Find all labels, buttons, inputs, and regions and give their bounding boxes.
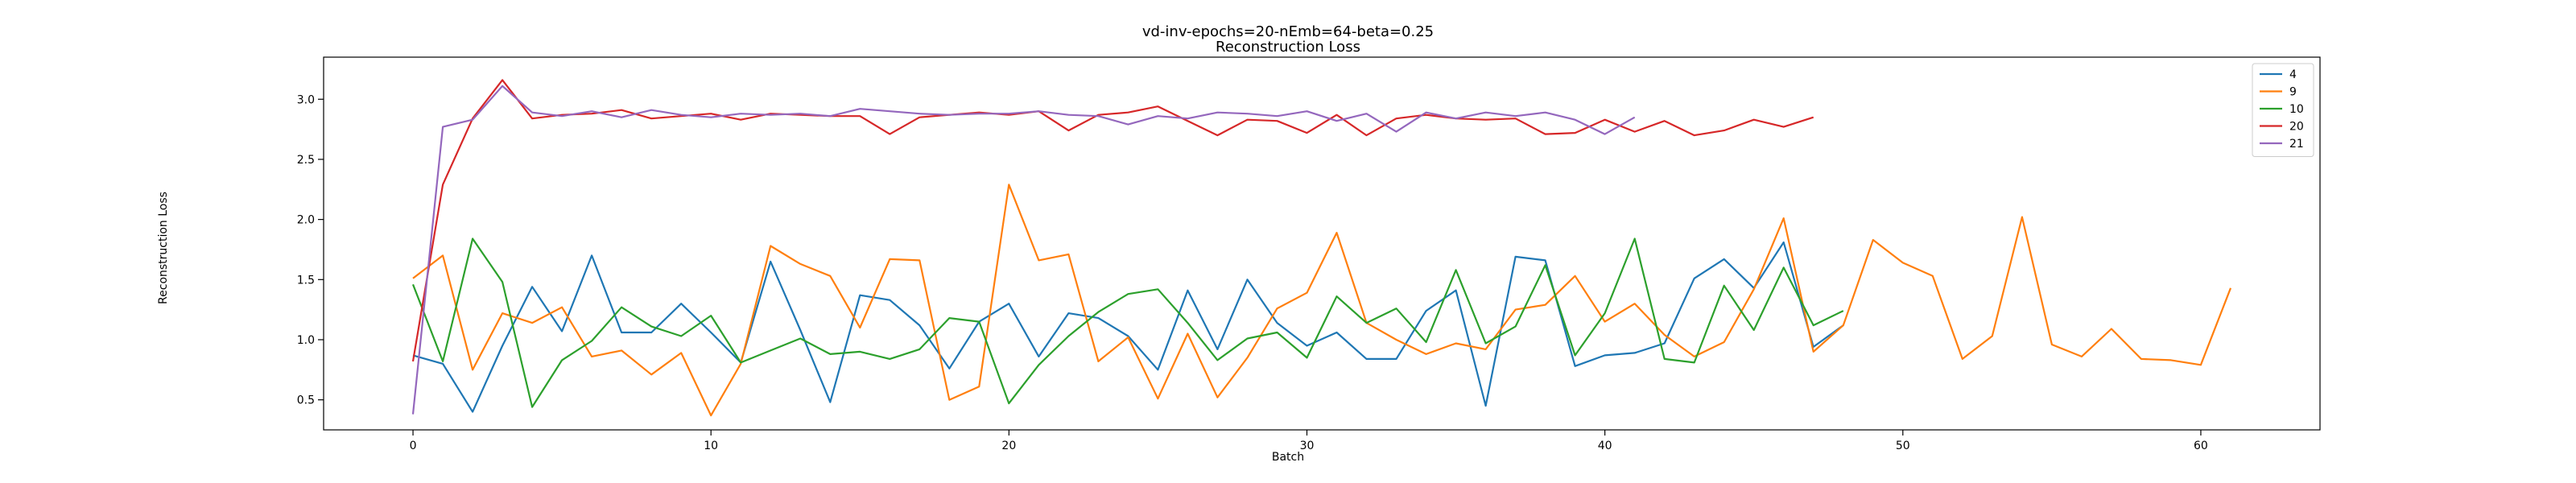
y-tick-label: 3.0 <box>297 93 315 106</box>
legend-label-20: 20 <box>2289 121 2304 134</box>
series-line-9 <box>412 184 2232 417</box>
x-tick-label: 20 <box>1001 440 1016 452</box>
y-axis-label: Reconstruction Loss <box>157 192 170 304</box>
chart-title: vd-inv-epochs=20-nEmb=64-beta=0.25 <box>1141 23 1435 40</box>
legend-label-10: 10 <box>2289 103 2304 116</box>
series-line-4 <box>412 241 1844 413</box>
chart-subtitle: Reconstruction Loss <box>1216 39 1360 56</box>
x-tick-label: 0 <box>410 440 417 452</box>
legend-label-21: 21 <box>2289 138 2304 151</box>
series-line-21 <box>411 85 1636 415</box>
x-tick-label: 10 <box>704 440 718 452</box>
y-tick-label: 1.0 <box>297 334 315 347</box>
y-tick-label: 0.5 <box>297 394 315 407</box>
y-tick-label: 2.0 <box>297 214 315 227</box>
y-tick-label: 2.5 <box>297 154 315 167</box>
plot-frame <box>323 56 2321 431</box>
x-tick-label: 30 <box>1300 440 1315 452</box>
y-tick-label: 1.5 <box>297 274 315 287</box>
series-line-10 <box>411 237 1844 408</box>
x-axis-label: Batch <box>1271 451 1305 464</box>
x-tick-label: 60 <box>2194 440 2208 452</box>
series-line-20 <box>411 79 1814 362</box>
x-tick-label: 50 <box>1896 440 1910 452</box>
legend-label-9: 9 <box>2289 86 2297 99</box>
x-tick-label: 40 <box>1598 440 1612 452</box>
legend-box <box>2252 63 2314 157</box>
legend-label-4: 4 <box>2289 68 2297 81</box>
